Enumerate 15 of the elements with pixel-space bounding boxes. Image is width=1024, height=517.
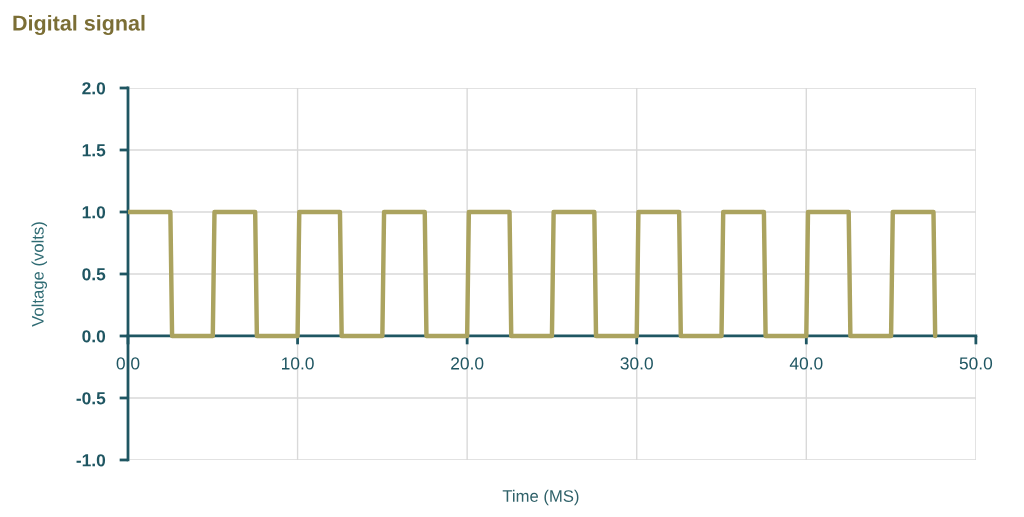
- y-tick-label: 0.0: [82, 330, 106, 343]
- y-tick-label: -1.0: [76, 454, 106, 467]
- y-tick-label: 1.0: [82, 206, 106, 219]
- y-tick-label: -0.5: [76, 392, 106, 405]
- y-axis-title: Voltage (volts): [31, 222, 48, 327]
- x-tick-label: 20.0: [451, 357, 484, 370]
- chart-title: Digital signal: [13, 14, 145, 36]
- x-tick-label: 30.0: [620, 357, 653, 370]
- x-axis-title: Time (MS): [502, 489, 579, 506]
- y-tick-label: 0.5: [82, 268, 106, 281]
- y-tick-label: 1.5: [82, 144, 106, 157]
- x-tick-label: 40.0: [789, 357, 823, 370]
- y-tick-label: 2.0: [82, 82, 106, 95]
- x-tick-label: 50.0: [959, 357, 993, 370]
- x-tick-label: 10.0: [282, 357, 314, 370]
